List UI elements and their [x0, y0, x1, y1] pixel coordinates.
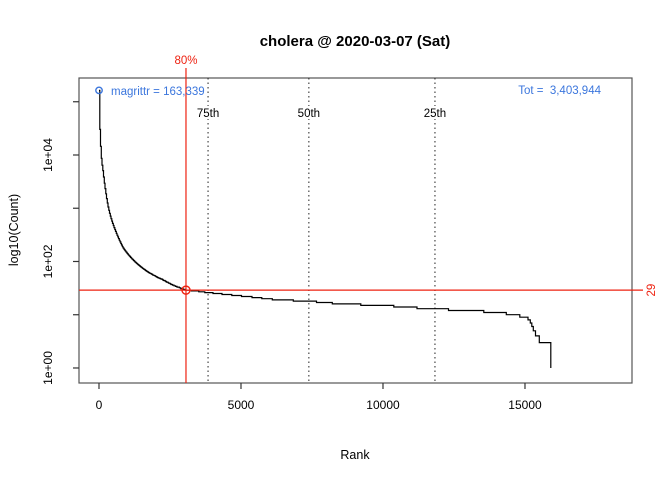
total-downloads-label: Tot = 3,403,944: [518, 85, 601, 97]
percentile-label-75th: 75th: [197, 108, 219, 120]
y-axis-tick-label: 1e+00: [41, 351, 55, 385]
threshold-count-label: 29: [646, 284, 658, 297]
y-axis-tick-label: 1e+04: [41, 138, 55, 172]
percentile-label-bg: [293, 106, 324, 119]
plot-border: [78, 77, 633, 384]
percentile-label-50th: 50th: [298, 108, 320, 120]
x-axis-tick-label: 5000: [228, 398, 255, 412]
x-axis-tick-label: 15000: [508, 398, 542, 412]
axes-layer: 0 5000 10000 15000 1e+00 1e+02 1e+04: [41, 101, 542, 412]
x-axis-tick-label: 10000: [366, 398, 400, 412]
top-package-label: magrittr = 163,339: [111, 86, 205, 98]
threshold-lines-layer: [79, 68, 643, 383]
x-axis-tick-label: 0: [96, 398, 103, 412]
percentile-label-bg: [193, 106, 224, 119]
x-axis-title: Rank: [340, 448, 370, 462]
percentile-labels-layer: 75th 50th 25th: [193, 106, 450, 120]
chart-title: cholera @ 2020-03-07 (Sat): [260, 33, 451, 50]
threshold-point-marker: [181, 285, 191, 295]
y-axis-title: log10(Count): [7, 194, 21, 266]
downloads-curve: [99, 89, 552, 368]
percentile-label-25th: 25th: [424, 108, 446, 120]
curve-layer: [99, 89, 552, 368]
y-axis-tick-label: 1e+02: [41, 244, 55, 278]
top-package-marker: [95, 86, 103, 95]
percentile-lines-layer: [207, 78, 436, 383]
threshold-percent-label: 80%: [174, 55, 197, 67]
percentile-label-bg: [419, 106, 450, 119]
